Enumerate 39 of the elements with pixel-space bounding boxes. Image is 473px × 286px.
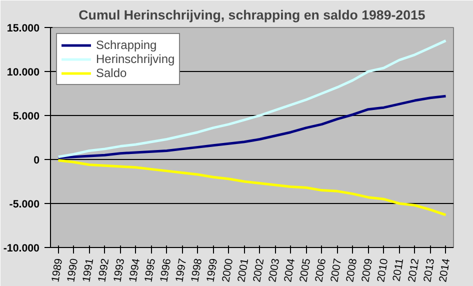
line-series xyxy=(57,159,447,216)
x-tick-label: 2008 xyxy=(344,258,360,284)
x-tick-label: 2013 xyxy=(422,258,438,284)
x-tick-label: 2009 xyxy=(360,258,376,284)
legend-label: Herinschrijving xyxy=(96,52,175,66)
y-tick-label: 0 xyxy=(34,154,40,166)
x-tick-label: 2014 xyxy=(437,258,453,284)
x-tick-label: 1992 xyxy=(96,258,112,284)
x-tick-label: 1996 xyxy=(158,258,174,284)
y-tick-label: 5.000 xyxy=(12,110,40,122)
x-tick-label: 1991 xyxy=(80,258,96,284)
x-tick-label: 2012 xyxy=(406,258,422,284)
x-tick-label: 1995 xyxy=(142,258,158,284)
chart-title: Cumul Herinschrijving, schrapping en saldo 1989-2015 xyxy=(78,8,426,22)
y-tick-label: 10.000 xyxy=(6,66,40,78)
legend-label: Saldo xyxy=(96,66,127,80)
x-tick-label: 2007 xyxy=(328,258,344,284)
x-tick-label: 1989 xyxy=(50,258,66,284)
legend-label: Schrapping xyxy=(96,38,157,52)
y-tick-label: -5.000 xyxy=(9,198,40,210)
x-tick-label: 2010 xyxy=(375,258,391,284)
y-tick-label: -10.000 xyxy=(3,242,40,254)
x-tick-label: 1998 xyxy=(189,258,205,284)
line-series xyxy=(57,94,447,159)
x-tick-label: 2006 xyxy=(313,258,329,284)
y-tick-label: 15.000 xyxy=(6,22,40,34)
x-tick-label: 1990 xyxy=(65,258,81,284)
x-tick-label: 1993 xyxy=(112,258,128,284)
x-tick-label: 2000 xyxy=(220,258,236,284)
x-tick-label: 2002 xyxy=(251,258,267,284)
x-tick-label: 1994 xyxy=(127,258,143,284)
x-tick-label: 2004 xyxy=(282,258,298,284)
x-tick-label: 2005 xyxy=(298,258,314,284)
x-tick-label: 2001 xyxy=(236,258,252,284)
x-tick-label: 2003 xyxy=(266,258,282,284)
x-tick-label: 1999 xyxy=(204,258,220,284)
x-tick-label: 2011 xyxy=(390,258,406,282)
line-series xyxy=(57,39,447,158)
x-tick-label: 1997 xyxy=(174,258,190,284)
